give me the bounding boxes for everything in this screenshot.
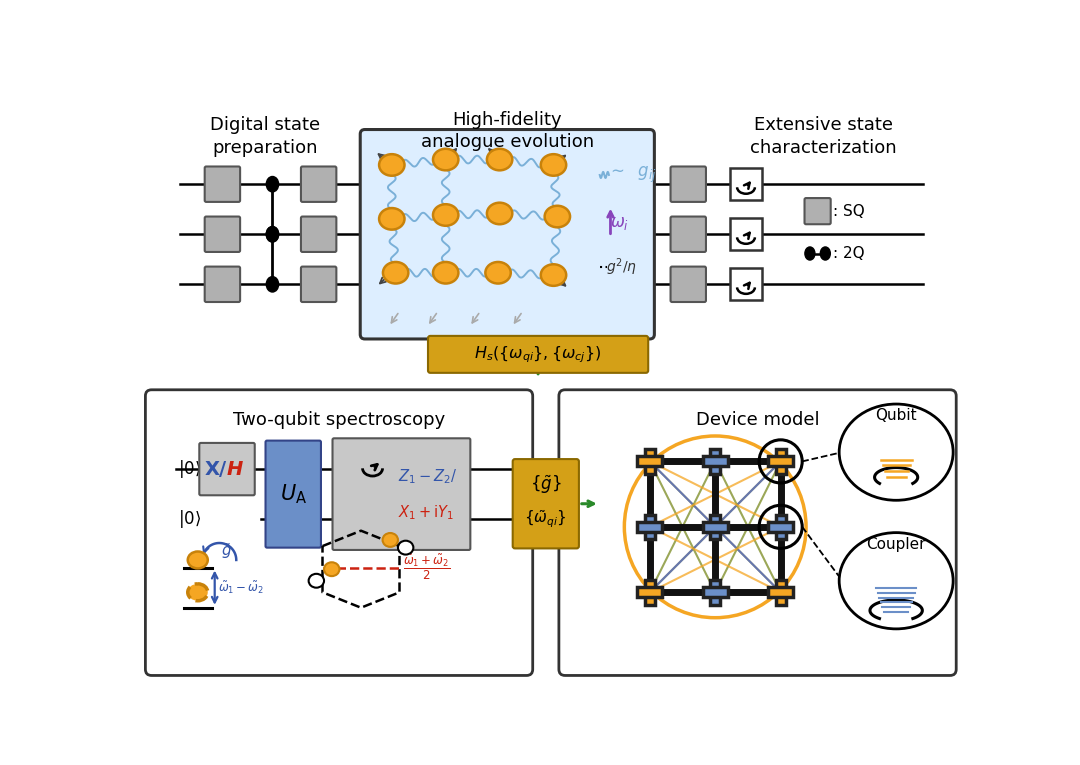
Bar — [711, 449, 720, 474]
FancyBboxPatch shape — [730, 168, 762, 200]
Ellipse shape — [267, 177, 279, 192]
Bar — [645, 449, 654, 474]
Bar — [637, 588, 662, 597]
Text: $X_1+\mathrm{i}Y_1$: $X_1+\mathrm{i}Y_1$ — [397, 503, 454, 522]
FancyBboxPatch shape — [805, 198, 831, 224]
Ellipse shape — [379, 208, 405, 230]
Text: Qubit: Qubit — [875, 408, 917, 423]
Ellipse shape — [821, 247, 831, 260]
Text: $U_\mathrm{A}$: $U_\mathrm{A}$ — [280, 482, 307, 506]
Text: $g^2/\eta$: $g^2/\eta$ — [606, 256, 637, 278]
Bar — [768, 522, 793, 532]
Ellipse shape — [382, 533, 397, 547]
Ellipse shape — [485, 262, 511, 284]
Text: High-fidelity
analogue evolution: High-fidelity analogue evolution — [421, 111, 594, 151]
Text: $\{\tilde{g}\}$: $\{\tilde{g}\}$ — [530, 474, 562, 496]
FancyBboxPatch shape — [428, 336, 648, 373]
Ellipse shape — [433, 262, 458, 284]
Ellipse shape — [397, 541, 414, 555]
Text: X/: X/ — [205, 460, 227, 479]
FancyBboxPatch shape — [146, 390, 532, 675]
FancyBboxPatch shape — [205, 216, 240, 252]
FancyBboxPatch shape — [730, 218, 762, 250]
FancyBboxPatch shape — [730, 268, 762, 301]
Ellipse shape — [433, 148, 458, 171]
Bar — [703, 588, 728, 597]
Text: Coupler: Coupler — [866, 537, 926, 552]
FancyBboxPatch shape — [200, 443, 255, 495]
Ellipse shape — [379, 155, 405, 176]
Text: $\sim$  $g_{ij}$: $\sim$ $g_{ij}$ — [607, 165, 658, 185]
Text: $|0\rangle$: $|0\rangle$ — [178, 508, 201, 530]
Text: $\omega_i$: $\omega_i$ — [610, 213, 630, 232]
Ellipse shape — [267, 226, 279, 242]
Text: Extensive state
characterization: Extensive state characterization — [750, 116, 896, 157]
Bar — [768, 457, 793, 467]
Ellipse shape — [309, 574, 324, 588]
Text: Digital state
preparation: Digital state preparation — [210, 116, 320, 157]
Ellipse shape — [544, 206, 570, 227]
Text: : SQ: : SQ — [833, 203, 865, 219]
Text: $\tilde{\omega}_1-\tilde{\omega}_2$: $\tilde{\omega}_1-\tilde{\omega}_2$ — [218, 579, 265, 596]
Bar — [768, 588, 793, 597]
Text: H: H — [227, 460, 243, 479]
Bar — [645, 515, 654, 539]
FancyBboxPatch shape — [513, 459, 579, 549]
FancyBboxPatch shape — [205, 167, 240, 202]
FancyBboxPatch shape — [205, 266, 240, 302]
Text: $\{\tilde{\omega}_{qi}\}$: $\{\tilde{\omega}_{qi}\}$ — [525, 509, 567, 530]
Ellipse shape — [324, 562, 339, 576]
Ellipse shape — [487, 148, 512, 171]
Bar — [637, 457, 662, 467]
Bar — [775, 580, 785, 604]
Ellipse shape — [433, 204, 458, 226]
FancyBboxPatch shape — [671, 266, 706, 302]
Text: Two-qubit spectroscopy: Two-qubit spectroscopy — [233, 412, 445, 429]
Text: $H_s(\{\omega_{qi}\},\{\omega_{cj}\})$: $H_s(\{\omega_{qi}\},\{\omega_{cj}\})$ — [474, 344, 602, 365]
Text: $Z_1-Z_2/$: $Z_1-Z_2/$ — [397, 467, 457, 486]
Ellipse shape — [188, 584, 207, 601]
FancyBboxPatch shape — [301, 167, 336, 202]
Bar — [703, 522, 728, 532]
FancyBboxPatch shape — [671, 167, 706, 202]
Bar — [637, 522, 662, 532]
Text: : 2Q: : 2Q — [833, 246, 865, 261]
Bar — [711, 580, 720, 604]
FancyBboxPatch shape — [266, 441, 321, 548]
Bar — [703, 457, 728, 467]
Bar — [775, 449, 785, 474]
Bar — [645, 580, 654, 604]
Ellipse shape — [839, 532, 954, 629]
Text: $|0\rangle$: $|0\rangle$ — [178, 458, 201, 480]
FancyBboxPatch shape — [558, 390, 956, 675]
FancyBboxPatch shape — [301, 266, 336, 302]
Ellipse shape — [541, 155, 566, 176]
Text: Device model: Device model — [696, 412, 820, 429]
Ellipse shape — [839, 404, 954, 500]
Text: $\tilde{g}$: $\tilde{g}$ — [221, 541, 232, 561]
Ellipse shape — [383, 262, 408, 284]
Bar — [711, 515, 720, 539]
FancyBboxPatch shape — [333, 438, 471, 550]
FancyBboxPatch shape — [361, 129, 654, 339]
Ellipse shape — [541, 264, 566, 286]
Ellipse shape — [267, 277, 279, 292]
FancyBboxPatch shape — [671, 216, 706, 252]
Ellipse shape — [188, 552, 207, 568]
Bar — [775, 515, 785, 539]
Ellipse shape — [805, 247, 815, 260]
FancyBboxPatch shape — [301, 216, 336, 252]
Text: $\dfrac{\tilde{\omega}_1+\tilde{\omega}_2}{2}$: $\dfrac{\tilde{\omega}_1+\tilde{\omega}_… — [403, 553, 450, 582]
Ellipse shape — [267, 226, 279, 242]
Ellipse shape — [487, 203, 512, 224]
